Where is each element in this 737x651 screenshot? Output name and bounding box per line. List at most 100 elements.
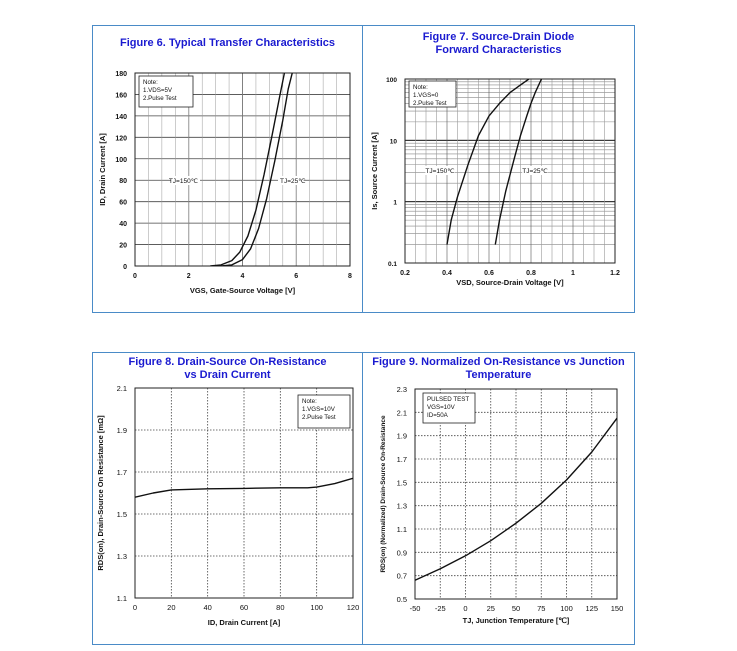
note-line: 1.VGS=10V — [302, 406, 336, 413]
y-tick-label: 140 — [115, 114, 127, 121]
x-tick-label: 2 — [187, 273, 191, 280]
y-tick-label: 20 — [119, 243, 127, 250]
y-tick-label: 0 — [123, 264, 127, 271]
x-tick-label: 40 — [203, 603, 211, 612]
figure-9-chart: -50 -25 0 25 50 75 100 125 150 0.5 0.7 0.9 1.1 1.3 1.5… — [380, 385, 624, 625]
y-tick-label: 100 — [115, 157, 127, 164]
y-tick-label: 0.7 — [397, 572, 407, 581]
figure-9-title: Figure 9. Normalized On-Resistance vs Ju… — [372, 356, 625, 381]
y-tick-label: 0.5 — [397, 595, 407, 604]
figure-7-panel: Figure 7. Source-Drain Diode Forward Cha… — [362, 25, 635, 313]
x-tick-label: 0.6 — [484, 270, 494, 277]
note-box — [138, 75, 194, 108]
y-tick-label: 2.1 — [117, 384, 127, 393]
figure-9-panel: Figure 9. Normalized On-Resistance vs Ju… — [362, 352, 635, 645]
x-tick-label: 0 — [133, 273, 137, 280]
x-tick-label: 1.2 — [610, 270, 620, 277]
x-tick-label: 50 — [512, 604, 520, 613]
plot-border — [134, 72, 351, 267]
y-tick-label: 80 — [119, 178, 127, 185]
note-line: 2.Pulse Test — [302, 414, 336, 421]
x-tick-label: 100 — [310, 603, 323, 612]
y-tick-label: 1.1 — [397, 525, 407, 534]
note-line: Note: — [413, 84, 428, 91]
x-tick-label: 25 — [487, 604, 495, 613]
y-tick-label: 40 — [119, 221, 127, 228]
series-line — [446, 79, 530, 245]
series-label-bg — [522, 166, 548, 175]
series-label: TJ=150℃ — [425, 168, 455, 175]
note-line: Note: — [143, 79, 158, 86]
series-label: TJ=25℃ — [280, 178, 306, 185]
note-line: 2.Pulse Test — [143, 95, 177, 102]
y-tick-label: 1.7 — [117, 468, 127, 477]
x-tick-label: 0.2 — [400, 270, 410, 277]
y-axis-label: ID, Drain Current [A] — [98, 133, 107, 206]
x-tick-label: 1 — [571, 270, 575, 277]
x-tick-label: 8 — [348, 273, 352, 280]
figure-7-title: Figure 7. Source-Drain Diode Forward Cha… — [422, 31, 575, 56]
plot-border — [414, 388, 618, 600]
series-label: TJ=25℃ — [522, 168, 548, 175]
y-tick-label: 100 — [386, 77, 397, 84]
note-line: 1.VDS=5V — [143, 87, 173, 94]
x-axis-label: VSD, Source-Drain Voltage [V] — [456, 278, 564, 287]
y-tick-label: 60 — [119, 200, 127, 207]
series-line — [220, 73, 293, 266]
note-box — [422, 392, 476, 424]
x-axis-label: VGS, Gate-Source Voltage [V] — [190, 286, 296, 295]
y-tick-label: 2.1 — [397, 408, 407, 417]
x-axis-label: TJ, Junction Temperature [℃] — [463, 616, 570, 625]
y-axis-label: RDS(on) (Normalized) Drain-Source On-Res… — [380, 415, 387, 572]
y-axis-label: RDS(on), Drain-Source On Resistance [mΩ] — [96, 415, 105, 571]
y-tick-label: 160 — [115, 92, 127, 99]
y-tick-label: 10 — [390, 138, 398, 145]
note-line: 2.Pulse Test — [413, 100, 447, 107]
series-line — [415, 417, 617, 581]
x-tick-label: 60 — [240, 603, 248, 612]
y-tick-label: 1.1 — [117, 594, 127, 603]
x-tick-label: 20 — [167, 603, 175, 612]
note-line: 1.VGS=0 — [413, 92, 439, 99]
note-box — [297, 394, 351, 429]
figure-7-chart: 0.2 0.4 0.6 0.8 1 1.2 0.1 1 10 100 VSD, Source-Dra… — [370, 77, 620, 287]
y-axis-label: Is, Source Current [A] — [370, 132, 379, 210]
x-tick-label: 120 — [347, 603, 360, 612]
y-tick-label: 1 — [393, 200, 397, 207]
figure-8-title: Figure 8. Drain-Source On-Resistance vs … — [128, 356, 327, 381]
figure-8-chart: 0 20 40 60 80 100 120 1.1 1.3 1.5 1.7 1.9 2.1 ID, Dra… — [96, 384, 360, 627]
note-box — [408, 80, 457, 108]
x-tick-label: 125 — [585, 604, 598, 613]
x-tick-label: 0 — [133, 603, 137, 612]
figure-6-title: Figure 6. Typical Transfer Characteristi… — [120, 37, 335, 49]
series-label: TJ=150℃ — [169, 178, 199, 185]
series-label-bg — [278, 176, 304, 185]
y-tick-label: 1.9 — [397, 432, 407, 441]
note-line: Note: — [302, 398, 317, 405]
series-label-bg — [425, 166, 455, 175]
y-tick-label: 0.9 — [397, 548, 407, 557]
y-tick-label: 180 — [115, 71, 127, 78]
x-tick-label: -50 — [410, 604, 421, 613]
x-tick-label: 4 — [241, 273, 245, 280]
y-tick-label: 2.3 — [397, 385, 407, 394]
y-tick-label: 120 — [115, 135, 127, 142]
y-tick-label: 1.5 — [397, 478, 407, 487]
note-line: VGS=10V — [427, 404, 456, 411]
x-tick-label: 0 — [463, 604, 467, 613]
series-label-bg — [170, 176, 200, 185]
series-line — [210, 73, 286, 266]
y-tick-label: 1.9 — [117, 426, 127, 435]
x-tick-label: 150 — [611, 604, 624, 613]
y-tick-label: 1.7 — [397, 455, 407, 464]
x-tick-label: 6 — [294, 273, 298, 280]
plot-border — [134, 387, 354, 599]
y-tick-label: 1.3 — [117, 552, 127, 561]
note-line: PULSED TEST — [427, 396, 469, 403]
series-line — [494, 79, 543, 245]
x-tick-label: 80 — [276, 603, 284, 612]
note-line: ID=50A — [427, 412, 449, 419]
x-tick-label: 0.4 — [442, 270, 452, 277]
y-tick-label: 0.1 — [388, 261, 397, 268]
